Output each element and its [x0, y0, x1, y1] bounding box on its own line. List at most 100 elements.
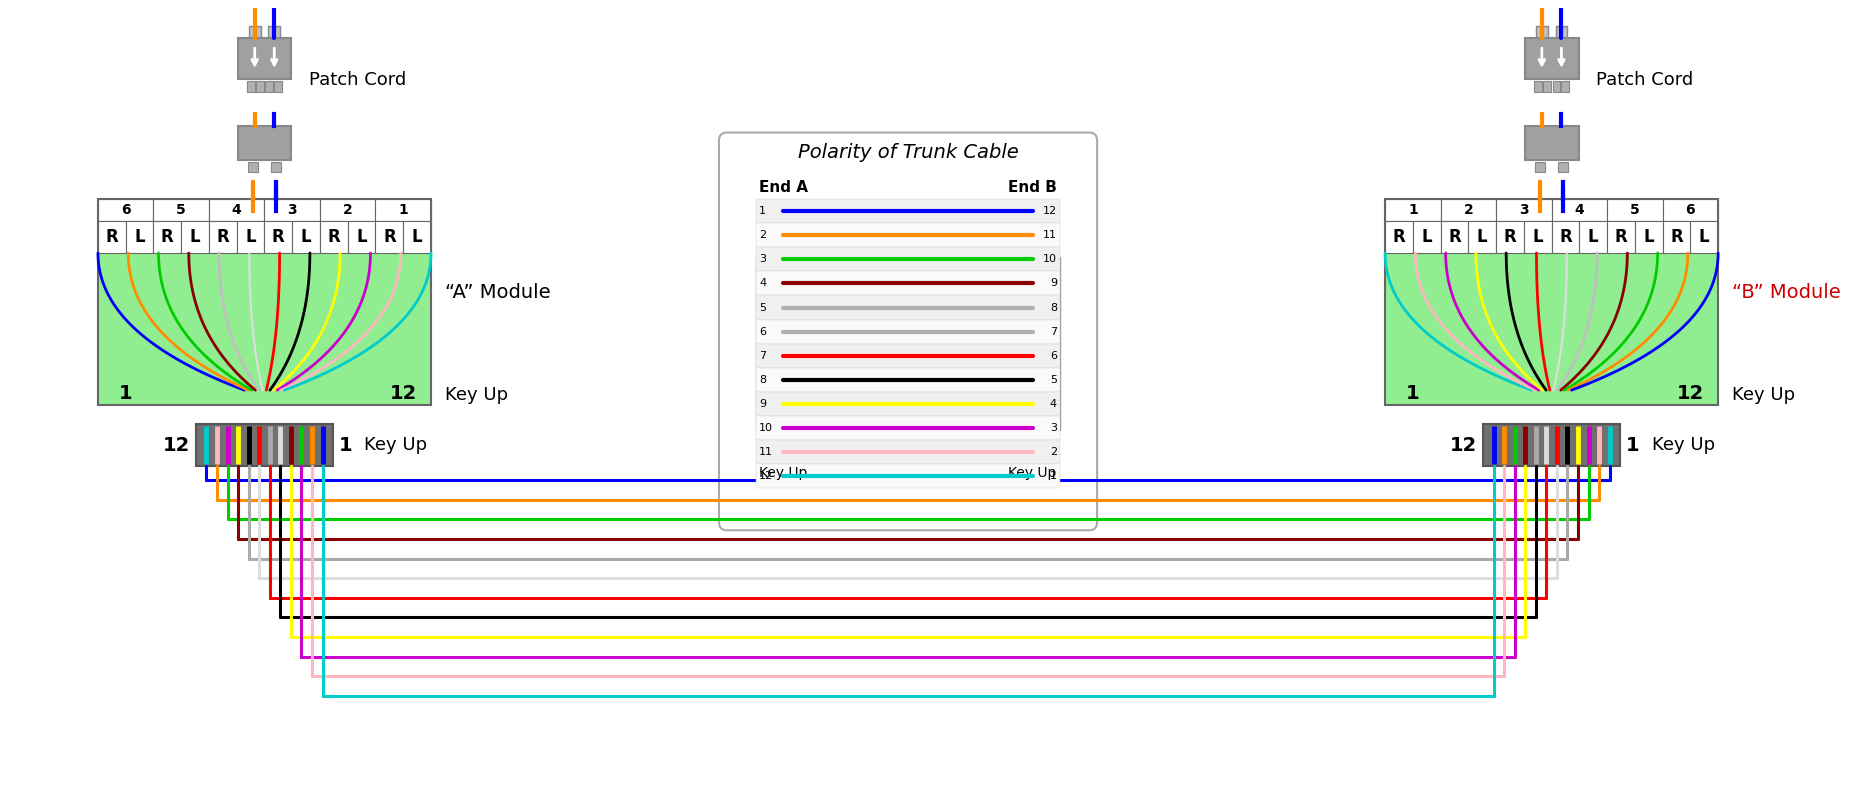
Bar	[265, 220, 293, 253]
Text: 4: 4	[1574, 203, 1585, 217]
Bar	[1524, 126, 1578, 160]
Text: L: L	[245, 228, 256, 246]
Bar	[271, 162, 282, 172]
Bar	[1552, 80, 1561, 92]
FancyBboxPatch shape	[719, 133, 1098, 530]
Bar	[98, 253, 430, 405]
Text: R: R	[1615, 228, 1628, 246]
Bar	[1543, 80, 1550, 92]
Bar	[210, 199, 265, 220]
Bar	[265, 80, 273, 92]
Bar	[756, 223, 1060, 248]
Text: 9: 9	[758, 399, 766, 409]
Text: L: L	[1698, 228, 1709, 246]
Text: 11: 11	[1044, 230, 1057, 240]
Bar	[248, 25, 261, 37]
Text: L: L	[1422, 228, 1431, 246]
Text: 1: 1	[399, 203, 408, 217]
Bar	[756, 416, 1060, 440]
Bar	[1607, 220, 1635, 253]
Bar	[269, 25, 280, 37]
Text: 12: 12	[1042, 206, 1057, 217]
Text: 3: 3	[758, 255, 766, 264]
Bar	[1691, 220, 1719, 253]
Bar	[1038, 257, 1060, 431]
Bar	[1413, 220, 1441, 253]
Bar	[1552, 199, 1607, 220]
Text: 12: 12	[163, 435, 189, 455]
Text: L: L	[356, 228, 367, 246]
Bar	[274, 80, 282, 92]
Text: 4: 4	[758, 279, 766, 288]
Text: 1: 1	[339, 435, 352, 455]
Bar	[1607, 199, 1663, 220]
Text: 5: 5	[176, 203, 185, 217]
Bar	[1663, 199, 1719, 220]
Bar	[1552, 220, 1580, 253]
Bar	[1441, 199, 1496, 220]
Text: 5: 5	[1630, 203, 1639, 217]
Text: 1: 1	[1626, 435, 1639, 455]
Text: R: R	[328, 228, 341, 246]
Text: R: R	[106, 228, 119, 246]
Text: 4: 4	[1049, 399, 1057, 409]
Bar	[1468, 220, 1496, 253]
Text: R: R	[1392, 228, 1405, 246]
Bar	[247, 80, 254, 92]
Bar	[756, 271, 1060, 295]
Text: 6: 6	[758, 326, 766, 337]
Bar	[154, 220, 182, 253]
Bar	[1385, 199, 1719, 405]
Text: R: R	[273, 228, 286, 246]
Bar	[1535, 162, 1544, 172]
Bar	[98, 199, 154, 220]
Bar	[1580, 220, 1607, 253]
Text: 12: 12	[389, 384, 417, 403]
Text: 9: 9	[1049, 279, 1057, 288]
Bar	[756, 257, 779, 431]
Text: Polarity of Trunk Cable: Polarity of Trunk Cable	[797, 142, 1018, 162]
Text: R: R	[1559, 228, 1572, 246]
Text: 10: 10	[758, 423, 773, 433]
Bar	[1385, 220, 1413, 253]
Bar	[154, 199, 210, 220]
Text: L: L	[189, 228, 200, 246]
Bar	[237, 37, 291, 79]
Bar	[237, 126, 291, 160]
Bar	[756, 319, 1060, 344]
Text: 1: 1	[119, 384, 132, 403]
Bar	[756, 295, 1060, 319]
Text: L: L	[1643, 228, 1654, 246]
Text: R: R	[1448, 228, 1461, 246]
Text: Key Up: Key Up	[445, 386, 508, 404]
Bar	[1524, 37, 1578, 79]
Text: 7: 7	[758, 351, 766, 361]
Bar	[256, 80, 263, 92]
Text: L: L	[133, 228, 145, 246]
Bar	[1533, 80, 1543, 92]
Text: 2: 2	[1049, 447, 1057, 457]
Text: Key Up: Key Up	[1009, 466, 1057, 481]
Text: 10: 10	[1044, 255, 1057, 264]
Bar	[404, 220, 430, 253]
Bar	[182, 220, 210, 253]
Text: 5: 5	[1049, 375, 1057, 384]
Text: 6: 6	[121, 203, 130, 217]
Text: Key Up: Key Up	[1652, 436, 1715, 454]
Text: “A” Module: “A” Module	[445, 283, 551, 302]
Text: Key Up: Key Up	[760, 466, 808, 481]
Bar	[756, 199, 1060, 223]
Text: L: L	[1478, 228, 1487, 246]
Text: 12: 12	[1678, 384, 1704, 403]
Text: L: L	[412, 228, 423, 246]
Text: 12: 12	[758, 471, 773, 481]
Bar	[756, 344, 1060, 368]
Bar	[376, 199, 430, 220]
Bar	[756, 248, 1060, 271]
Text: 2: 2	[1463, 203, 1474, 217]
Bar	[321, 199, 376, 220]
Text: R: R	[384, 228, 395, 246]
Bar	[1385, 199, 1441, 220]
Bar	[1524, 220, 1552, 253]
Bar	[756, 464, 1060, 488]
